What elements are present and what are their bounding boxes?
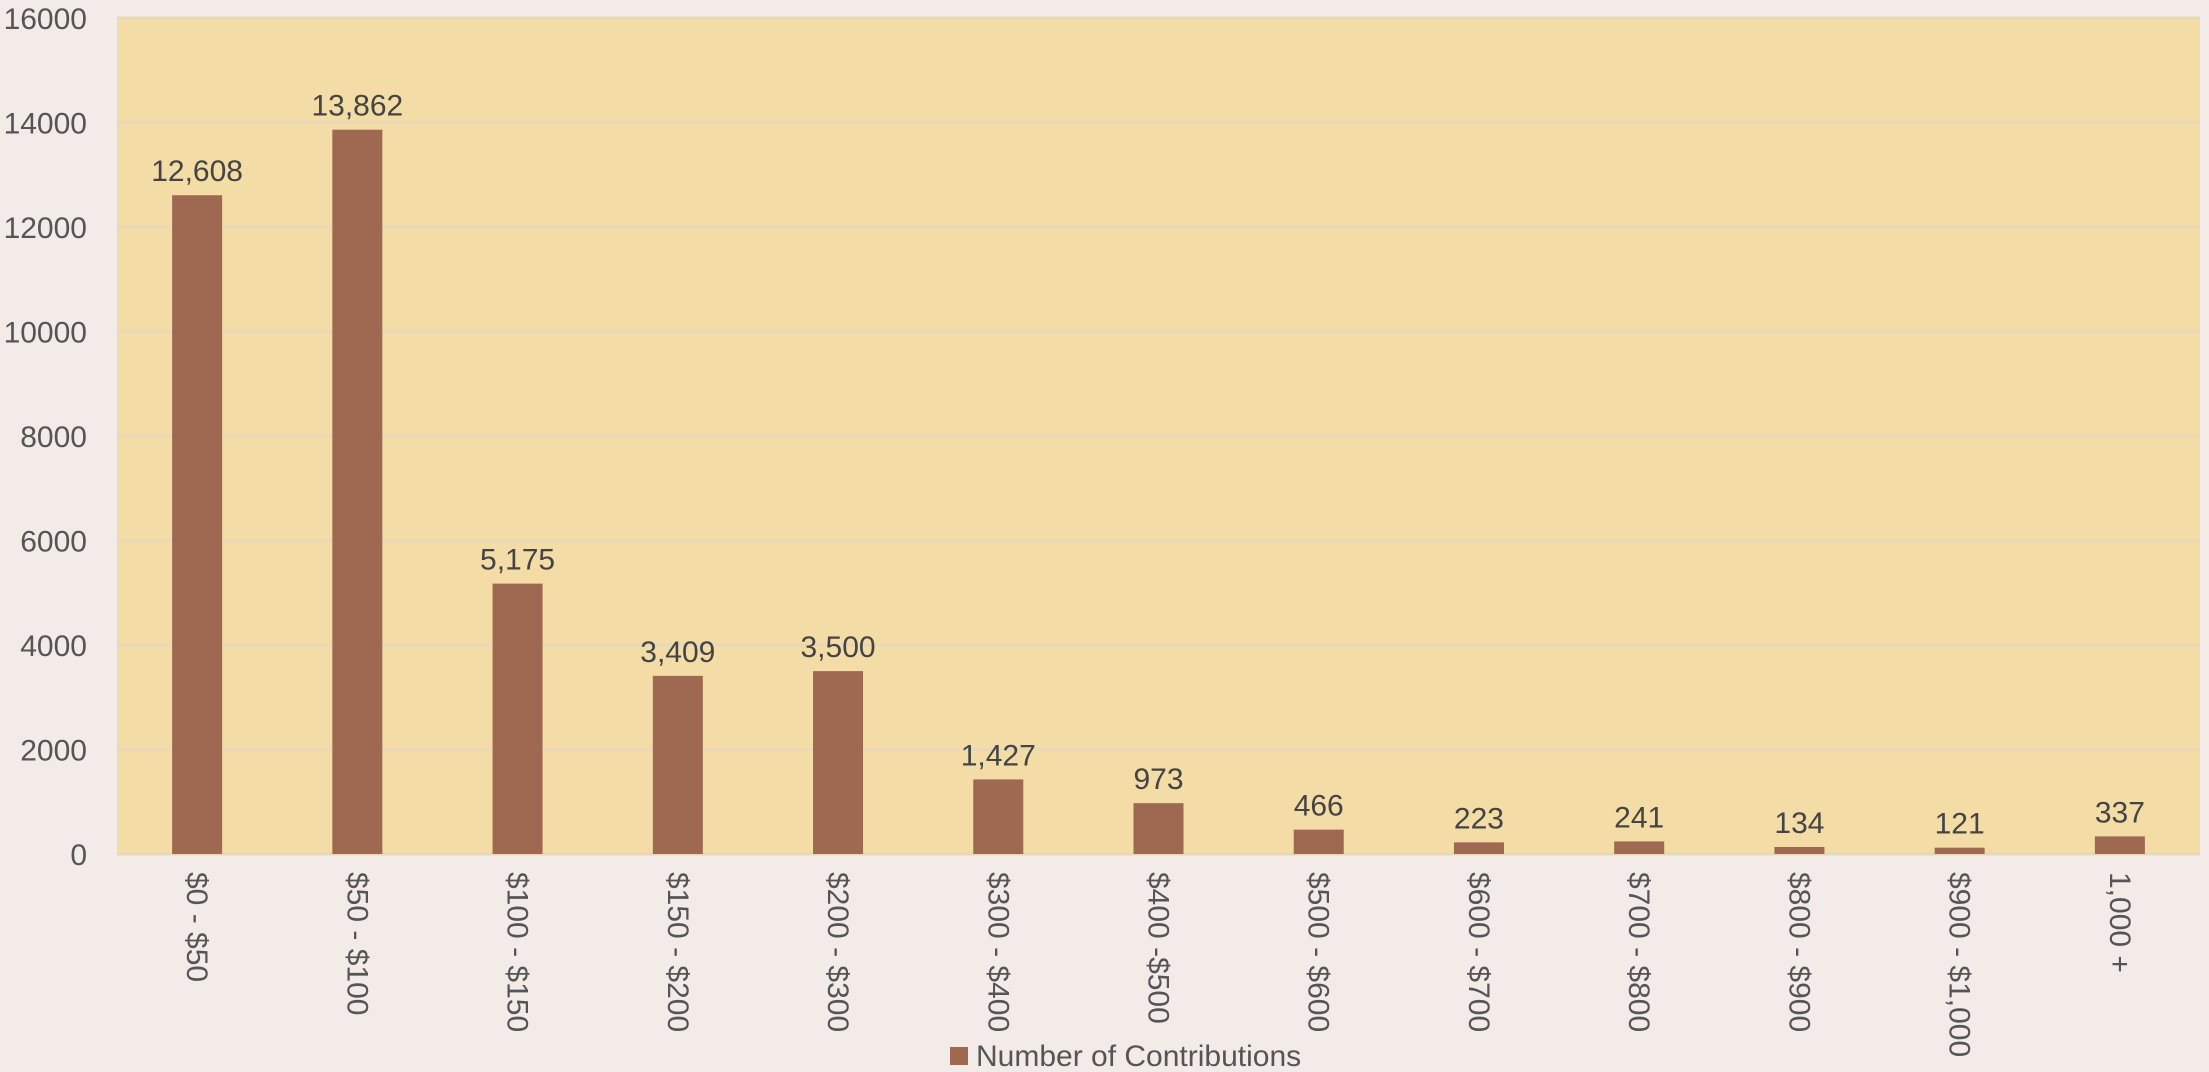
data-label: 13,862 [311,90,403,123]
data-label: 134 [1774,807,1824,840]
y-tick-label: 16000 [4,3,87,36]
bar [172,195,223,854]
x-tick-label: $100 - $150 [501,872,534,1032]
data-label: 3,500 [800,631,875,664]
x-tick-label: 1,000 + [2103,872,2136,973]
bar [1453,842,1504,854]
y-tick-label: 2000 [20,735,87,768]
data-label: 12,608 [151,155,243,188]
data-label: 466 [1294,790,1344,823]
data-label: 5,175 [480,544,555,577]
bar [1774,846,1825,854]
y-tick-label: 4000 [20,630,87,663]
x-tick-label: $700 - $800 [1622,872,1655,1032]
bar [1614,841,1665,854]
y-tick-label: 10000 [4,317,87,350]
bars [172,129,2145,854]
y-axis-tick-labels: 0 2000 4000 6000 8000 10000 12000 14000 16000 [4,3,87,872]
legend-swatch [950,1047,968,1065]
y-tick-label: 14000 [4,108,87,141]
x-tick-label: $50 - $100 [340,872,373,1015]
gridlines [117,16,2200,856]
x-tick-label: $500 - $600 [1302,872,1335,1032]
bar [492,583,543,854]
x-tick-label: $800 - $900 [1782,872,1815,1032]
data-label: 337 [2095,796,2145,829]
y-tick-label: 8000 [20,421,87,454]
legend-label: Number of Contributions [976,1040,1301,1072]
bar [1293,829,1344,854]
x-tick-label: $150 - $200 [661,872,694,1032]
bar [1133,803,1184,854]
y-tick-label: 6000 [20,526,87,559]
x-tick-label: $200 - $300 [821,872,854,1032]
data-label: 973 [1133,763,1183,796]
x-axis-category-labels: $0 - $50 $50 - $100 $100 - $150 $150 - $200… [180,872,2136,1057]
x-tick-label: $300 - $400 [981,872,1014,1032]
x-tick-label: $900 - $1,000 [1943,872,1976,1057]
data-label: 223 [1454,802,1504,835]
data-label: 1,427 [961,739,1036,772]
x-tick-label: $400 -$500 [1142,872,1175,1024]
bar [2094,836,2145,854]
bar [1934,847,1985,854]
data-label: 121 [1935,808,1985,841]
bar [973,779,1024,854]
bar [652,675,703,854]
data-label: 3,409 [640,636,715,669]
y-tick-label: 12000 [4,212,87,245]
legend: Number of Contributions [950,1040,1301,1072]
data-labels: 12,608 13,862 5,175 3,409 3,500 1,427 973 466 22… [151,90,2145,841]
x-tick-label: $0 - $50 [180,872,213,982]
bar [813,671,864,854]
x-tick-label: $600 - $700 [1462,872,1495,1032]
data-label: 241 [1614,801,1664,834]
bar [332,129,383,854]
y-tick-label: 0 [70,839,87,872]
